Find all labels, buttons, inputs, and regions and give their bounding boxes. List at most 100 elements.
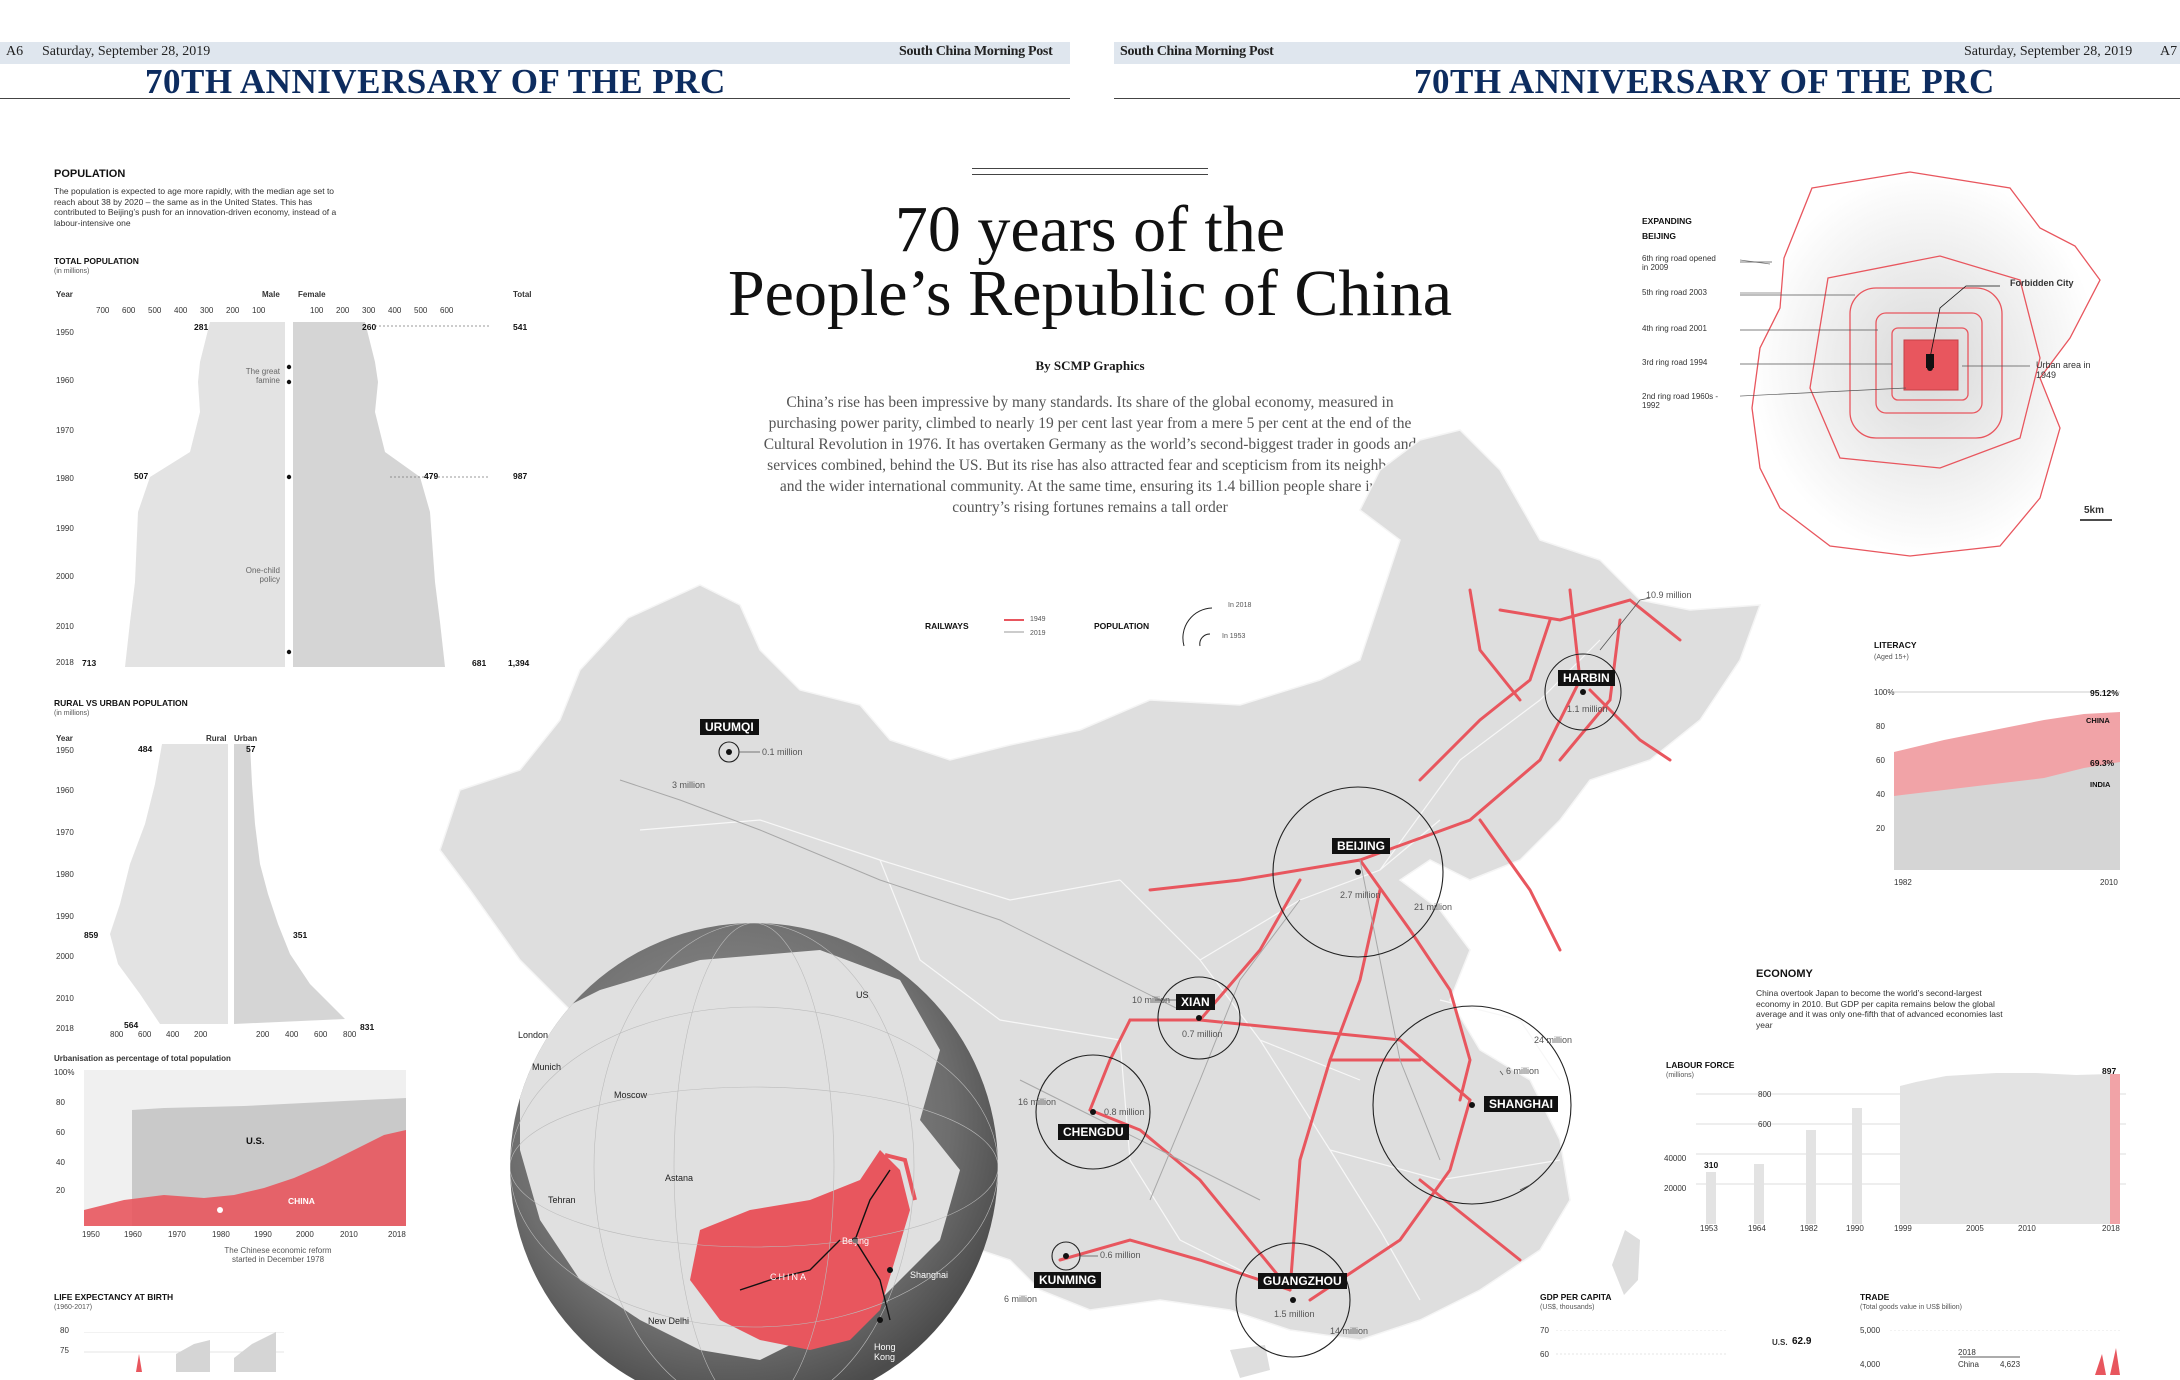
- labour-x-2010: 2010: [2018, 1224, 2036, 1233]
- trade-title: TRADE: [1860, 1292, 1890, 1302]
- city-label-urumqi: URUMQI: [700, 719, 759, 735]
- pyramid-col-female: Female: [298, 290, 326, 299]
- left-page-number: A6: [6, 44, 24, 59]
- right-header-bar: [1114, 42, 2180, 64]
- female-tick-100: 100: [310, 306, 324, 315]
- pyramid-year-1960: 1960: [56, 376, 74, 385]
- pyramid-year-1990: 1990: [56, 524, 74, 533]
- labour-bar-1964: [1754, 1164, 1764, 1224]
- globe-label-shanghai: Shanghai: [910, 1270, 949, 1280]
- globe-label-new-delhi: New Delhi: [648, 1316, 690, 1326]
- city-label-shanghai: SHANGHAI: [1484, 1096, 1559, 1112]
- china-map: [439, 429, 1762, 1380]
- china-area: [84, 1130, 406, 1226]
- labour-bar-1953: [1706, 1172, 1716, 1224]
- pyramid-female: [293, 322, 445, 667]
- urban-area: [234, 744, 345, 1024]
- labour-first-val: 310: [1704, 1160, 1719, 1170]
- urbanisation-title: Urbanisation as percentage of total popu…: [54, 1054, 231, 1063]
- beijing-scale: 5km: [2084, 505, 2105, 516]
- legend-railway-swatches: [1004, 619, 1024, 633]
- male-tick-700: 700: [96, 306, 110, 315]
- left-brand: South China Morning Post: [899, 44, 1053, 59]
- urban-2000: 351: [293, 930, 308, 940]
- left-section-title: 70TH ANNIVERSARY OF THE PRC: [145, 62, 726, 101]
- labour-x-2005: 2005: [1966, 1224, 1984, 1233]
- legend-in-2018: In 2018: [1228, 602, 1252, 609]
- male-tick-100: 100: [252, 306, 266, 315]
- globe-label-astana: Astana: [665, 1173, 694, 1183]
- one-child-note: One-child policy: [245, 566, 280, 584]
- rural-tick-800: 800: [110, 1030, 124, 1039]
- circle-harbin-2018: [1544, 653, 1622, 731]
- total-population-title: TOTAL POPULATION: [54, 256, 139, 266]
- literacy-y-60: 60: [1876, 756, 1885, 765]
- rural-1950: 484: [138, 744, 153, 754]
- male-2018: 713: [82, 658, 97, 668]
- female-tick-500: 500: [414, 306, 428, 315]
- globe-label-munich: Munich: [532, 1062, 562, 1072]
- intro-text: China’s rise has been impressive by many…: [763, 394, 1417, 516]
- circle-shanghai-2018: [1372, 1005, 1572, 1205]
- pyramid-col-male: Male: [262, 290, 280, 299]
- literacy-india-label: INDIA: [2090, 780, 2111, 789]
- female-tick-400: 400: [388, 306, 402, 315]
- male-tick-300: 300: [200, 306, 214, 315]
- female-tick-200: 200: [336, 306, 350, 315]
- literacy-x-2010: 2010: [2100, 878, 2118, 887]
- urban-y-80: 80: [56, 1098, 65, 1107]
- labour-last-val: 897: [2102, 1066, 2117, 1076]
- globe-label-us: US: [856, 990, 869, 1000]
- pyramid-year-1980: 1980: [56, 474, 74, 483]
- life-chart: [84, 1332, 284, 1372]
- total-1950: 541: [513, 322, 528, 332]
- labour-y-40000: 40000: [1664, 1154, 1687, 1163]
- literacy-china-val: 95.12%: [2090, 688, 2119, 698]
- forbidden-city-label: Forbidden City: [2010, 278, 2074, 288]
- left-header-bar: [0, 42, 1070, 64]
- ring-6-label: 6th ring road opened in 2009: [1642, 254, 1716, 272]
- female-tick-300: 300: [362, 306, 376, 315]
- literacy-china-label: CHINA: [2086, 716, 2110, 725]
- trade-tick-5000: 5,000: [1860, 1326, 1881, 1335]
- population-circles: [718, 653, 1622, 1358]
- labour-bar-1990: [1852, 1108, 1862, 1224]
- rural-2000: 859: [84, 930, 99, 940]
- rural-year-2010: 2010: [56, 994, 74, 1003]
- xian-pop-1953: 0.7 million: [1182, 1029, 1223, 1039]
- city-label-guangzhou: GUANGZHOU: [1258, 1273, 1347, 1289]
- title-line-2: People’s Republic of China: [727, 257, 1453, 330]
- urban-tick-400: 400: [285, 1030, 299, 1039]
- labour-y-20000: 20000: [1664, 1184, 1687, 1193]
- economy-desc: China overtook Japan to become the world…: [1756, 988, 2003, 1030]
- pyramid-year-1950: 1950: [56, 328, 74, 337]
- urban-x-2018: 2018: [388, 1230, 406, 1239]
- right-header-rule: [1114, 98, 2180, 99]
- rural-urban-unit: (in millions): [54, 710, 90, 717]
- guangzhou-pop-1953: 1.5 million: [1274, 1309, 1315, 1319]
- title-line-1: 70 years of the: [894, 193, 1286, 266]
- right-date: Saturday, September 28, 2019: [1964, 44, 2133, 59]
- gdp-title: GDP PER CAPITA: [1540, 1292, 1612, 1302]
- urban-x-1970: 1970: [168, 1230, 186, 1239]
- city-label-harbin: HARBIN: [1558, 670, 1615, 686]
- urban-y-40: 40: [56, 1158, 65, 1167]
- literacy-x-1982: 1982: [1894, 878, 1912, 887]
- labour-y-800: 800: [1758, 1090, 1772, 1099]
- chengdu-pop-1953: 0.8 million: [1104, 1107, 1145, 1117]
- ring-2-label: 2nd ring road 1960s - 1992: [1642, 392, 1719, 410]
- shanghai-pop-2018: 24 million: [1534, 1035, 1573, 1045]
- kunming-pop-2018: 6 million: [1004, 1294, 1038, 1304]
- labour-y-600: 600: [1758, 1120, 1772, 1129]
- rural-col-year: Year: [56, 734, 73, 743]
- urumqi-pop-2018: 3 million: [672, 780, 706, 790]
- life-tick-75: 75: [60, 1346, 69, 1355]
- map-leaders: [739, 597, 1651, 1257]
- life-unit: (1960-2017): [54, 1304, 93, 1311]
- city-label-beijing: BEIJING: [1332, 838, 1391, 854]
- city-label-chengdu: CHENGDU: [1058, 1124, 1129, 1140]
- literacy-y-20: 20: [1876, 824, 1885, 833]
- urban-x-1980: 1980: [212, 1230, 230, 1239]
- city-label-kunming: KUNMING: [1034, 1272, 1102, 1288]
- legend-2019: 2019: [1030, 630, 1046, 637]
